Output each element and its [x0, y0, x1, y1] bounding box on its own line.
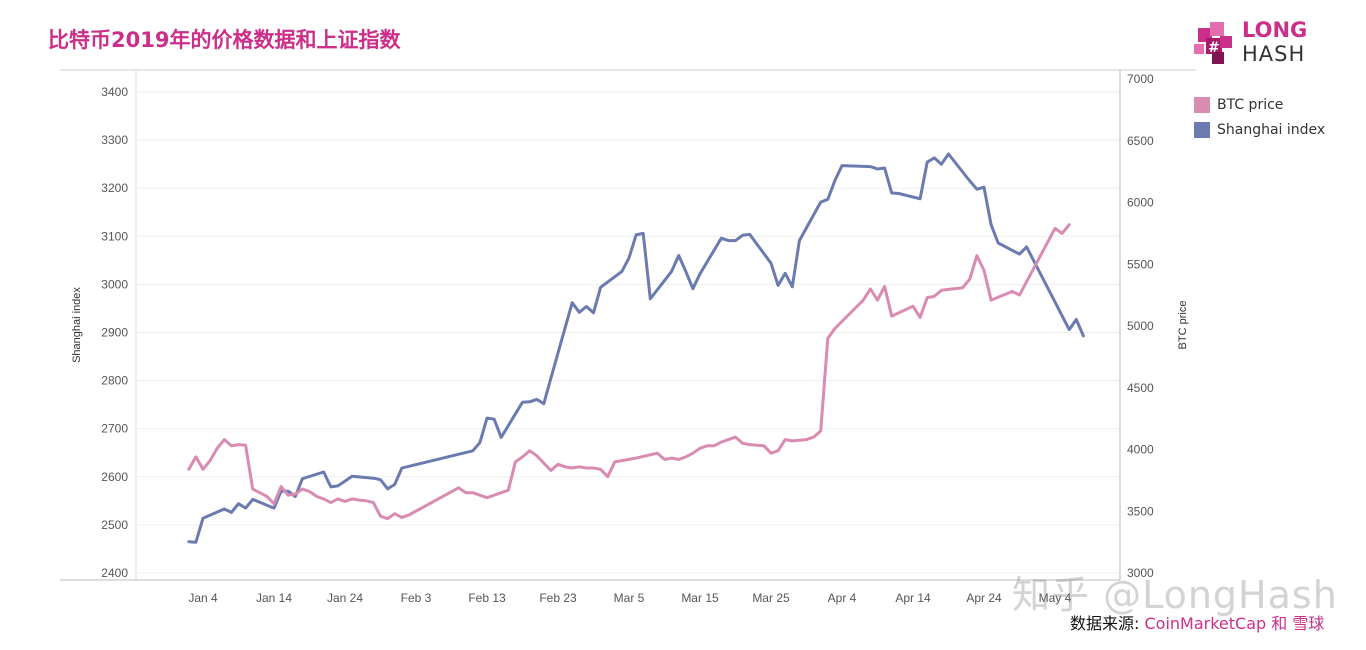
source-text: CoinMarketCap 和 雪球: [1144, 614, 1325, 633]
longhash-logo: # LONG HASH: [1192, 18, 1332, 72]
y-right-tick-3500: 3500: [1127, 504, 1154, 518]
series-line-btc: [187, 223, 1071, 521]
x-tick-7: Mar 15: [681, 591, 719, 605]
y-left-tick-3100: 3100: [101, 229, 128, 243]
tick-labels: 2400 2500 2600 2700 2800 2900 3000 3100 3200 3300…: [101, 72, 1154, 605]
y-right-tick-5500: 5500: [1127, 257, 1154, 271]
x-tick-11: Apr 24: [966, 591, 1002, 605]
y-left-tick-3300: 3300: [101, 133, 128, 147]
logo-text-long: LONG: [1242, 18, 1308, 42]
y-left-tick-3000: 3000: [101, 277, 128, 291]
x-tick-4: Feb 13: [468, 591, 506, 605]
x-tick-1: Jan 14: [256, 591, 292, 605]
y-right-tick-4000: 4000: [1127, 443, 1154, 457]
series-lines: [187, 152, 1085, 544]
x-tick-10: Apr 14: [895, 591, 931, 605]
logo-cube-icon: #: [1194, 22, 1232, 64]
y-left-tick-2700: 2700: [101, 422, 128, 436]
legend-swatch-btc: [1194, 96, 1210, 113]
legend-label-btc: BTC price: [1217, 96, 1284, 113]
source-note: 数据来源: CoinMarketCap 和 雪球: [1070, 610, 1324, 634]
legend: BTC price Shanghai index: [1194, 92, 1325, 142]
y-right-tick-6500: 6500: [1127, 134, 1154, 148]
y-left-tick-3400: 3400: [101, 85, 128, 99]
y-left-tick-2600: 2600: [101, 470, 128, 484]
series-line-shanghai: [187, 152, 1085, 544]
y-right-tick-7000: 7000: [1127, 72, 1154, 86]
y-left-tick-2400: 2400: [101, 566, 128, 580]
source-prefix: 数据来源:: [1070, 614, 1145, 633]
y-left-tick-2800: 2800: [101, 374, 128, 388]
grid-lines: [136, 91, 1120, 574]
y-right-tick-5000: 5000: [1127, 319, 1154, 333]
axes: [60, 69, 1196, 581]
watermark: 知乎 @LongHash: [1012, 573, 1338, 617]
legend-label-shanghai: Shanghai index: [1217, 121, 1326, 138]
x-tick-6: Mar 5: [614, 591, 645, 605]
logo-text-hash: HASH: [1242, 42, 1306, 66]
chart-title: 比特币2019年的价格数据和上证指数: [48, 28, 401, 52]
x-tick-2: Jan 24: [327, 591, 363, 605]
legend-item-shanghai: Shanghai index: [1194, 117, 1325, 142]
y-right-tick-3000: 3000: [1127, 566, 1154, 580]
y-axis-right-label: BTC price: [1177, 301, 1189, 350]
x-tick-3: Feb 3: [401, 591, 432, 605]
x-tick-8: Mar 25: [752, 591, 790, 605]
legend-item-btc: BTC price: [1194, 92, 1325, 117]
legend-swatch-shanghai: [1194, 121, 1210, 138]
svg-text:#: #: [1208, 40, 1220, 56]
x-tick-9: Apr 4: [828, 591, 857, 605]
x-tick-0: Jan 4: [188, 591, 218, 605]
x-tick-12: May 4: [1039, 591, 1072, 605]
y-axis-left-label: Shanghai index: [71, 287, 83, 363]
y-left-tick-2500: 2500: [101, 518, 128, 532]
x-tick-5: Feb 23: [539, 591, 577, 605]
y-right-tick-4500: 4500: [1127, 381, 1154, 395]
y-left-tick-3200: 3200: [101, 181, 128, 195]
y-left-tick-2900: 2900: [101, 326, 128, 340]
y-right-tick-6000: 6000: [1127, 196, 1154, 210]
